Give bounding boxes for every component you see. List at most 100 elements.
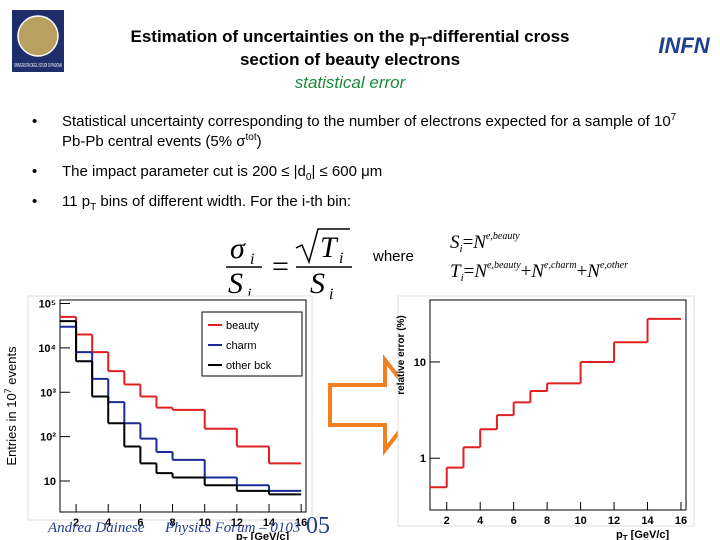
label-part: [GeV/c] (248, 531, 290, 540)
x-tick-label: 8 (169, 517, 175, 529)
sym: = (463, 232, 474, 253)
x-tick-label: 16 (295, 517, 307, 529)
x-tick-label: 4 (477, 515, 484, 527)
y-tick-label: 10³ (40, 387, 56, 399)
bullet-text: tot (245, 132, 257, 143)
sym: S (228, 267, 243, 300)
x-tick-label: 4 (105, 517, 112, 529)
x-tick-label: 10 (199, 517, 211, 529)
sym: + (521, 261, 532, 282)
y-axis-label: Entries in 107 events (3, 346, 19, 466)
formula: σ i S i = T i S i (226, 228, 352, 303)
bullet-text: ) (256, 133, 262, 150)
sym: i (460, 243, 463, 255)
bullet-text: σ (236, 133, 246, 150)
label-part: events (4, 346, 19, 388)
bullet-marker: • (32, 113, 38, 130)
sym: i (339, 250, 343, 267)
sup: e,beauty (487, 260, 521, 271)
footer-event: Physics Forum – 0103 (164, 520, 300, 536)
university-seal (17, 15, 59, 57)
legend-label: charm (226, 340, 257, 352)
sym: T (320, 231, 339, 264)
y-tick-label: 10⁴ (38, 343, 56, 355)
def-s: Si=Ne,beauty (450, 231, 520, 255)
x-tick-label: 12 (231, 517, 243, 529)
x-tick-label: 2 (73, 517, 79, 529)
sup: e,beauty (486, 231, 520, 242)
footer-year: 05 (306, 513, 330, 539)
label-part: 7 (3, 388, 13, 393)
sym: S (450, 232, 460, 253)
x-tick-label: 12 (608, 515, 620, 527)
bullet-text: bins of different width. For the (96, 193, 302, 210)
x-tick-label: 10 (574, 515, 586, 527)
x-tick-label: 16 (675, 515, 687, 527)
sym: i (461, 272, 464, 284)
sym: σ (230, 232, 246, 265)
x-tick-label: 8 (544, 515, 550, 527)
footer-author: Andrea Dainese (47, 520, 145, 536)
x-tick-label: 6 (511, 515, 517, 527)
bullet-text: T (90, 202, 97, 213)
bullet-text: 7 (670, 112, 677, 123)
sym: N (586, 261, 601, 282)
bullet-text: Pb-Pb central events (5% (62, 133, 237, 150)
infn-logo: INFN (658, 33, 710, 58)
label-part: p (236, 531, 243, 540)
sym: i (329, 286, 333, 303)
bullet-text: Statistical uncertainty corresponding to… (62, 113, 671, 130)
x-axis-label: pT [GeV/c] (616, 529, 670, 540)
sym: + (577, 261, 588, 282)
x-axis-label: pT [GeV/c] (236, 531, 290, 540)
bullet-text: The impact parameter cut is 200 ≤ |d (62, 163, 306, 180)
x-tick-label: 14 (641, 515, 654, 527)
sym: S (310, 267, 325, 300)
sqrt (295, 228, 350, 265)
bullet-text: 0 (305, 172, 312, 183)
sym: T (450, 261, 462, 282)
sup: e,other (600, 260, 628, 271)
title-pre: Estimation of uncertainties on the p (130, 27, 419, 46)
title-line1: Estimation of uncertainties on the pT-di… (130, 27, 569, 49)
sym: = (464, 261, 475, 282)
y-tick-label: 1 (420, 453, 426, 465)
bullet: • Statistical uncertainty corresponding t… (28, 112, 702, 152)
bullet-text: i (301, 193, 306, 210)
y-tick-label: 10 (44, 476, 56, 488)
plot-area (429, 299, 687, 511)
title-line2: section of beauty electrons (240, 50, 460, 69)
title-sub: T (420, 35, 428, 49)
chart-frame (397, 295, 695, 527)
y-axis-label: relative error (%) (396, 315, 407, 394)
sym: N (530, 261, 545, 282)
y-tick-label: 10⁵ (39, 299, 56, 311)
label-part: p (616, 529, 623, 540)
where: where (372, 248, 414, 265)
bullet-text: 11 p (62, 193, 91, 210)
label-part: T (243, 536, 248, 540)
definitions: Si=Ne,beauty Ti=Ne,beauty+Ne,charm+Ne,ot… (450, 231, 628, 284)
def-t: Ti=Ne,beauty+Ne,charm+Ne,other (450, 260, 628, 284)
sym: = (272, 250, 289, 283)
chart: 2 4 6 8 10 12 14 16 1 10 pT [GeV/c] relative error … (396, 295, 695, 540)
x-tick-label: 14 (263, 517, 276, 529)
legend-label: other bck (226, 360, 272, 372)
plot-area (59, 299, 307, 513)
sym: N (472, 232, 487, 253)
label-part: T (623, 534, 628, 540)
university-name: UNIVERSITÀ DEGLI STUDI DI PADOVA (14, 62, 62, 69)
bullet-text: -th bin: (305, 193, 352, 210)
legend-label: beauty (226, 320, 260, 332)
sym: N (473, 261, 488, 282)
bullet: • 11 pT bins of different width. For the … (28, 192, 702, 213)
label-part: Entries in 10 (4, 393, 19, 465)
bullet-text: | ≤ 600 μm (311, 163, 383, 180)
x-tick-label: 6 (137, 517, 143, 529)
sym: i (250, 251, 254, 268)
y-tick-label: 10² (40, 432, 56, 444)
subtitle: statistical error (295, 73, 407, 92)
label-part: [GeV/c] (628, 529, 670, 540)
